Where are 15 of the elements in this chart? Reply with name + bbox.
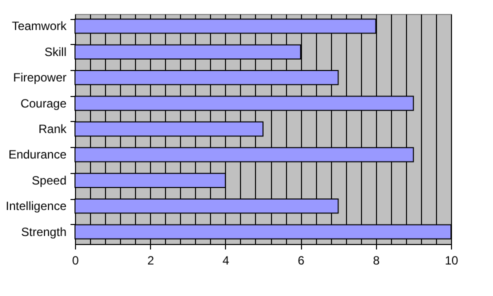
- y-tick-label: Speed: [32, 173, 66, 188]
- y-tick-label: Courage: [20, 96, 67, 110]
- y-tick-label: Strength: [21, 224, 66, 239]
- y-tick-label: Teamwork: [12, 19, 68, 34]
- y-tick-label: Skill: [44, 44, 66, 59]
- x-tick-label: 2: [147, 254, 154, 268]
- x-tick-label: 0: [72, 254, 80, 268]
- y-tick-label: Endurance: [8, 148, 67, 162]
- x-tick-label: 6: [298, 254, 305, 268]
- x-tick-label: 4: [222, 254, 230, 268]
- y-tick-label: Rank: [38, 122, 68, 136]
- x-tick-label: 8: [372, 254, 380, 268]
- x-tick-label: 10: [444, 254, 458, 268]
- y-tick-label: Intelligence: [6, 199, 67, 214]
- y-tick-label: Firepower: [13, 70, 66, 85]
